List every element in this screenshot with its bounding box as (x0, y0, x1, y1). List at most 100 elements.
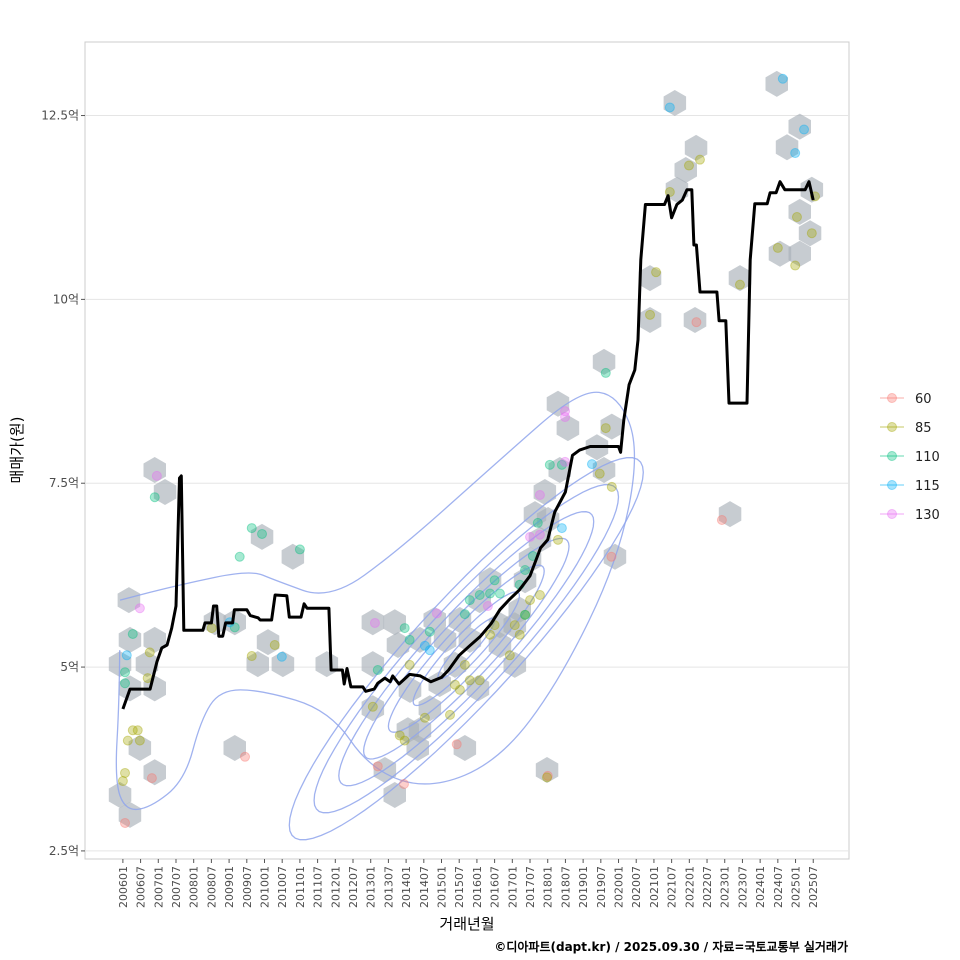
data-point-110 (149, 492, 160, 503)
data-point-60 (451, 739, 462, 750)
data-point-60 (372, 761, 383, 772)
data-point-85 (445, 709, 456, 720)
hexbin (528, 526, 552, 553)
density-contour (362, 537, 570, 760)
x-tick-label: 201001 (259, 866, 272, 908)
hexbin (798, 220, 822, 247)
data-point-130 (560, 456, 571, 467)
hexbin (223, 609, 246, 636)
hexbin (386, 632, 410, 658)
data-point-85 (509, 620, 520, 631)
data-point-85 (600, 423, 611, 434)
hexbin (663, 90, 687, 116)
data-point-130 (560, 412, 571, 423)
legend-key-point (887, 393, 897, 403)
x-tick-label: 202107 (666, 866, 679, 908)
hexbin (765, 70, 788, 97)
scatter-layer (117, 73, 821, 828)
x-tick-label: 202307 (736, 866, 749, 908)
hexbin (408, 626, 432, 653)
data-point-130 (534, 529, 545, 540)
hexbin (478, 567, 502, 594)
hexbin (143, 675, 166, 702)
hexbin (118, 626, 142, 653)
data-point-85 (134, 735, 145, 746)
data-point-85 (694, 154, 705, 165)
x-tick-label: 200901 (223, 866, 236, 908)
data-point-110 (399, 623, 410, 634)
hexbin (533, 479, 557, 505)
data-point-85 (514, 629, 525, 640)
data-point-85 (734, 279, 745, 290)
data-point-110 (246, 523, 257, 534)
x-tick-label: 201607 (489, 866, 502, 908)
legend-label: 85 (915, 421, 932, 436)
data-point-60 (606, 551, 617, 562)
x-tick-label: 202207 (701, 866, 714, 908)
data-point-85 (464, 675, 475, 686)
data-point-60 (240, 751, 251, 762)
hexbin (788, 198, 811, 225)
data-point-85 (772, 242, 783, 253)
data-point-60 (691, 317, 702, 328)
x-tick-label: 200607 (135, 866, 148, 908)
data-point-85 (367, 701, 378, 712)
data-point-110 (294, 544, 305, 555)
data-point-85 (651, 267, 662, 278)
data-point-85 (683, 160, 694, 171)
hexbin (223, 735, 246, 761)
x-tick-label: 200707 (170, 866, 183, 908)
hexbin (246, 651, 269, 678)
x-tick-label: 201201 (329, 866, 342, 908)
data-point-85 (791, 212, 802, 223)
data-point-130 (151, 470, 162, 481)
hexbin (683, 307, 707, 333)
hexbin (684, 134, 708, 161)
x-tick-label: 201407 (418, 866, 431, 908)
data-point-60 (120, 817, 131, 828)
data-point-85 (132, 725, 143, 736)
data-point-110 (532, 517, 543, 528)
x-tick-label: 202001 (613, 866, 626, 908)
hexbin (406, 735, 429, 761)
x-tick-label: 201601 (471, 866, 484, 908)
legend-label: 115 (915, 479, 940, 494)
x-tick-label: 200801 (188, 866, 201, 908)
hexbin (468, 587, 491, 614)
data-point-115 (556, 523, 567, 534)
hexbin (775, 134, 799, 161)
data-point-110 (257, 528, 268, 539)
data-point-85 (606, 481, 617, 492)
data-point-85 (594, 468, 605, 479)
data-point-85 (206, 623, 217, 634)
data-point-85 (542, 772, 553, 783)
y-axis-title: 매매가(원) (8, 417, 26, 484)
x-tick-label: 201207 (347, 866, 360, 908)
y-axis: 2.5억 5억 7.5억 10억 12.5억 (41, 109, 85, 858)
x-axis: 200601 200607 200701 200707 200801 200807 2009… (117, 859, 820, 908)
x-tick-label: 201507 (453, 866, 466, 908)
data-point-85 (127, 725, 138, 736)
data-point-110 (489, 575, 500, 586)
hexbin (548, 457, 571, 483)
hexbin (418, 695, 442, 722)
density-contour (412, 591, 521, 707)
y-tick-label: 2.5억 (49, 844, 79, 858)
x-tick-label: 202507 (807, 866, 820, 908)
median-line-layer (121, 180, 815, 710)
hexbin (118, 801, 142, 828)
hexbin (556, 415, 580, 442)
density-contour-layer (115, 391, 644, 841)
data-point-110 (234, 551, 245, 562)
hexbin (600, 413, 624, 440)
hexbin (383, 782, 406, 808)
legend-label: 60 (915, 392, 932, 407)
caption: ©디아파트(dapt.kr) / 2025.09.30 / 자료=국토교통부 실… (494, 939, 848, 954)
data-point-115 (664, 102, 675, 113)
data-point-110 (520, 564, 531, 575)
x-axis-title: 거래년월 (439, 915, 494, 933)
data-point-85 (454, 684, 465, 695)
hexbin (592, 457, 616, 483)
data-point-85 (459, 659, 470, 670)
data-point-110 (127, 628, 138, 639)
